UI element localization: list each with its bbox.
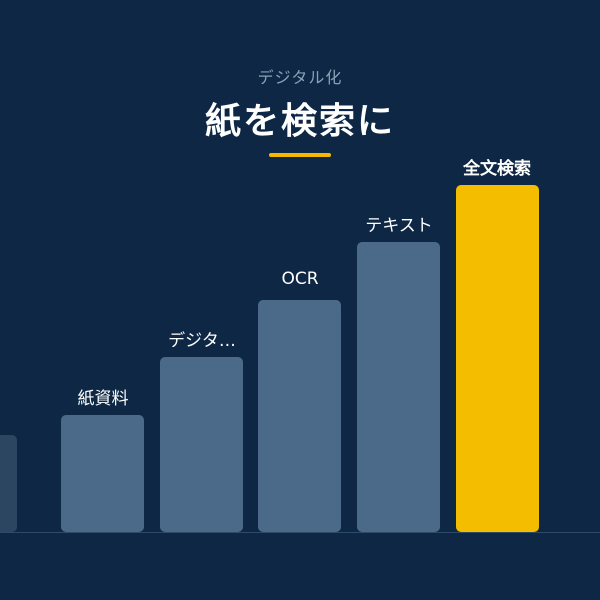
step-label-paper: 紙資料 <box>77 389 129 409</box>
step-label-text: テキスト <box>365 216 433 236</box>
step-label-ocr: OCR <box>281 269 319 289</box>
step-bar-digitize <box>160 357 243 532</box>
diagram-subtitle: デジタル化 <box>257 68 343 87</box>
title-accent-line <box>269 153 331 157</box>
step-bar-fulltext-search <box>456 185 539 532</box>
step-label-fulltext-search: 全文検索 <box>463 159 531 179</box>
step-bar-partial <box>0 435 17 532</box>
step-bar-paper <box>61 415 144 532</box>
step-bar-text <box>357 242 440 532</box>
diagram-title: 紙を検索に <box>204 101 395 142</box>
step-label-digitize: デジタ… <box>168 331 236 351</box>
baseline <box>0 532 600 533</box>
step-bar-ocr <box>258 300 341 532</box>
